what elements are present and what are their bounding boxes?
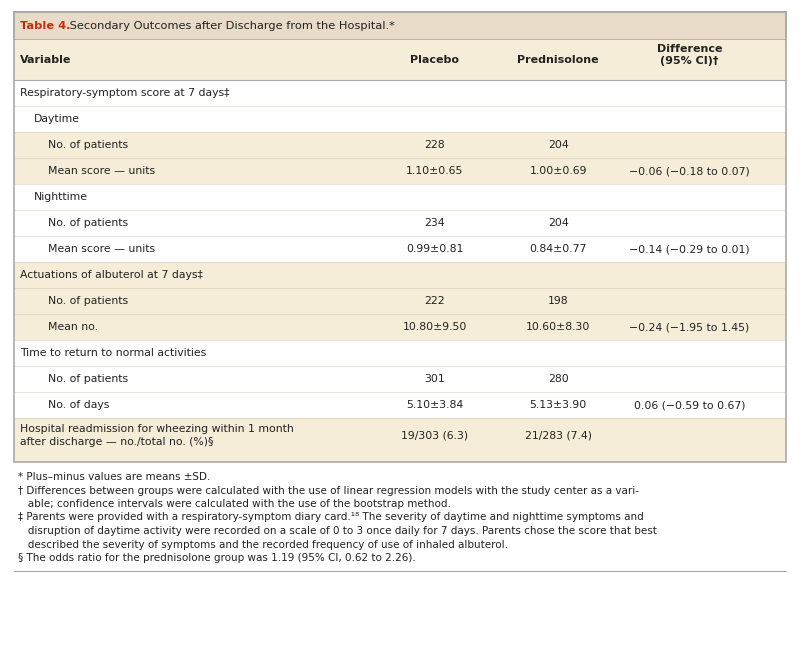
Text: 301: 301: [424, 374, 445, 384]
Text: 204: 204: [548, 140, 569, 150]
Bar: [14, 106, 786, 132]
Text: Placebo: Placebo: [410, 55, 459, 65]
Bar: [14, 80, 786, 106]
Text: described the severity of symptoms and the recorded frequency of use of inhaled : described the severity of symptoms and t…: [18, 539, 508, 550]
Text: No. of patients: No. of patients: [48, 140, 128, 150]
Text: 0.99±0.81: 0.99±0.81: [406, 244, 463, 254]
Text: 10.80±9.50: 10.80±9.50: [402, 322, 467, 332]
Text: Nighttime: Nighttime: [34, 192, 88, 202]
Bar: [14, 340, 786, 366]
Bar: [14, 184, 786, 210]
Bar: [14, 132, 786, 158]
Text: Daytime: Daytime: [34, 114, 80, 124]
Text: Actuations of albuterol at 7 days‡: Actuations of albuterol at 7 days‡: [20, 270, 203, 280]
Text: 1.00±0.69: 1.00±0.69: [530, 166, 587, 176]
Text: Hospital readmission for wheezing within 1 month
after discharge — no./total no.: Hospital readmission for wheezing within…: [20, 424, 294, 447]
Text: 1.10±0.65: 1.10±0.65: [406, 166, 463, 176]
Bar: [14, 12, 786, 40]
Text: No. of patients: No. of patients: [48, 218, 128, 228]
Text: −0.24 (−1.95 to 1.45): −0.24 (−1.95 to 1.45): [630, 322, 750, 332]
Text: Difference
(95% CI)†: Difference (95% CI)†: [657, 44, 722, 66]
Text: 228: 228: [425, 140, 445, 150]
Text: * Plus–minus values are means ±SD.: * Plus–minus values are means ±SD.: [18, 472, 210, 482]
Text: 0.84±0.77: 0.84±0.77: [530, 244, 587, 254]
Bar: [14, 366, 786, 392]
Bar: [14, 288, 786, 314]
Text: 5.13±3.90: 5.13±3.90: [530, 400, 587, 410]
Text: −0.06 (−0.18 to 0.07): −0.06 (−0.18 to 0.07): [629, 166, 750, 176]
Bar: [14, 262, 786, 288]
Text: 21/283 (7.4): 21/283 (7.4): [525, 431, 592, 441]
Text: No. of patients: No. of patients: [48, 374, 128, 384]
Text: ‡ Parents were provided with a respiratory-symptom diary card.¹⁸ The severity of: ‡ Parents were provided with a respirato…: [18, 513, 644, 522]
Text: Mean score — units: Mean score — units: [48, 166, 155, 176]
Bar: [14, 236, 786, 262]
Text: Variable: Variable: [20, 55, 71, 65]
Text: 204: 204: [548, 218, 569, 228]
Text: 5.10±3.84: 5.10±3.84: [406, 400, 463, 410]
Bar: [14, 40, 786, 80]
Text: § The odds ratio for the prednisolone group was 1.19 (95% CI, 0.62 to 2.26).: § The odds ratio for the prednisolone gr…: [18, 553, 416, 563]
Bar: [14, 392, 786, 418]
Text: Respiratory-symptom score at 7 days‡: Respiratory-symptom score at 7 days‡: [20, 88, 230, 98]
Text: able; confidence intervals were calculated with the use of the bootstrap method.: able; confidence intervals were calculat…: [18, 499, 451, 509]
Bar: [14, 12, 786, 462]
Text: 280: 280: [548, 374, 569, 384]
Text: disruption of daytime activity were recorded on a scale of 0 to 3 once daily for: disruption of daytime activity were reco…: [18, 526, 657, 536]
Bar: [14, 158, 786, 184]
Text: 234: 234: [425, 218, 445, 228]
Text: 10.60±8.30: 10.60±8.30: [526, 322, 590, 332]
Text: No. of days: No. of days: [48, 400, 110, 410]
Bar: [14, 314, 786, 340]
Text: Table 4.: Table 4.: [20, 21, 70, 31]
Bar: [14, 418, 786, 462]
Text: 19/303 (6.3): 19/303 (6.3): [401, 431, 468, 441]
Text: Mean score — units: Mean score — units: [48, 244, 155, 254]
Text: Time to return to normal activities: Time to return to normal activities: [20, 348, 206, 358]
Bar: [14, 12, 786, 40]
Text: † Differences between groups were calculated with the use of linear regression m: † Differences between groups were calcul…: [18, 486, 639, 495]
Text: Prednisolone: Prednisolone: [518, 55, 599, 65]
Text: Mean no.: Mean no.: [48, 322, 98, 332]
Text: −0.14 (−0.29 to 0.01): −0.14 (−0.29 to 0.01): [629, 244, 750, 254]
Text: 0.06 (−0.59 to 0.67): 0.06 (−0.59 to 0.67): [634, 400, 746, 410]
Text: No. of patients: No. of patients: [48, 296, 128, 306]
Text: 198: 198: [548, 296, 569, 306]
Text: Secondary Outcomes after Discharge from the Hospital.*: Secondary Outcomes after Discharge from …: [66, 21, 394, 31]
Bar: [14, 210, 786, 236]
Text: 222: 222: [425, 296, 445, 306]
